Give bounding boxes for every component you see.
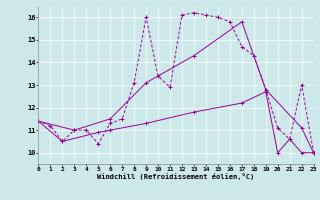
X-axis label: Windchill (Refroidissement éolien,°C): Windchill (Refroidissement éolien,°C) (97, 173, 255, 180)
